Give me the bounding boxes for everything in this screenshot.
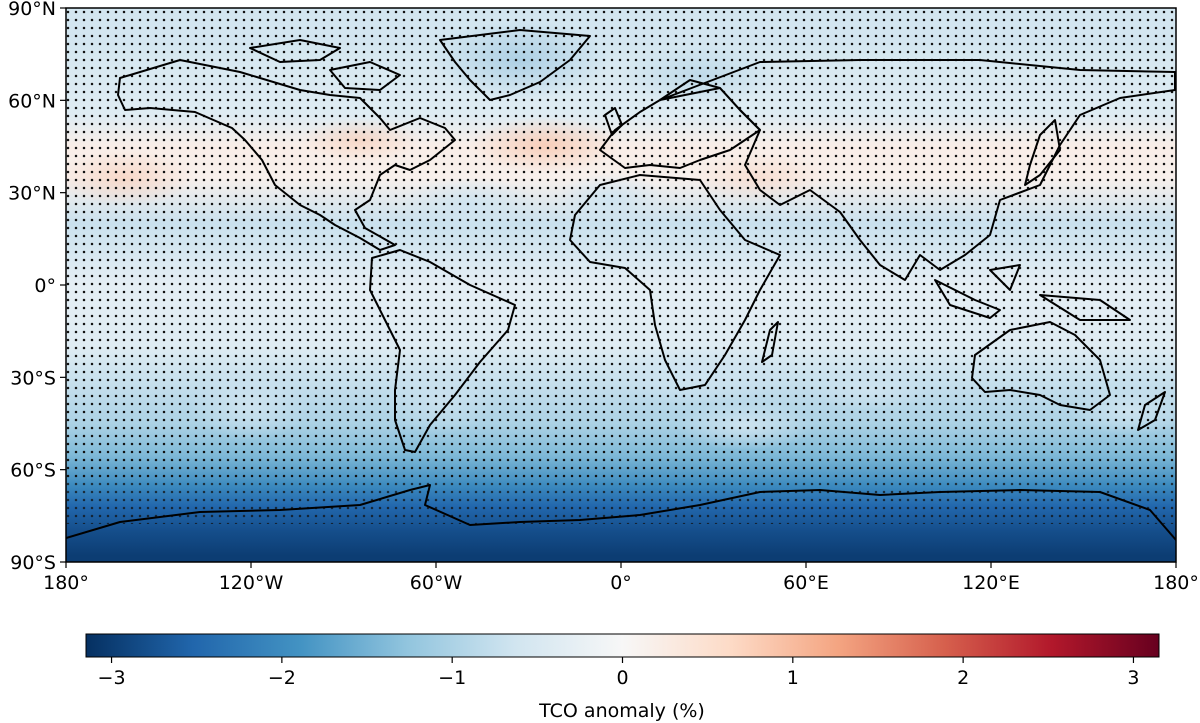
coastline-australia	[971, 321, 1111, 411]
y-tick-label: 60°N	[8, 90, 56, 112]
coastline-asia	[659, 59, 1176, 281]
x-axis: 180° 120°W 60°W 0° 60°E 120°E 180°	[43, 562, 1199, 594]
colorbar-ramp	[85, 633, 1160, 658]
colorbar-tick-label: −1	[438, 667, 466, 689]
x-tick-label: 120°W	[219, 572, 284, 594]
colorbar-tick-label: 3	[1127, 667, 1139, 689]
coastline-britain	[604, 107, 623, 136]
y-tick-label: 30°N	[8, 183, 56, 205]
colorbar: −3 −2 −1 0 1 2 3 TCO anomaly (%)	[85, 633, 1160, 722]
y-tick-label: 30°S	[10, 367, 56, 389]
coastline-madagascar	[761, 321, 779, 363]
x-tick-label: 0°	[610, 572, 632, 594]
x-tick-label: 180°	[43, 572, 89, 594]
y-tick-label: 60°S	[10, 460, 56, 482]
coastline-africa	[569, 174, 781, 391]
coastlines	[66, 29, 1176, 541]
y-axis: 90°N 60°N 30°N 0° 30°S 60°S 90°S	[8, 0, 66, 574]
colorbar-ticks: −3 −2 −1 0 1 2 3	[98, 657, 1139, 689]
coastline-new-zealand	[1137, 391, 1166, 431]
x-tick-label: 120°E	[962, 572, 1020, 594]
significance-stippling	[66, 8, 1176, 524]
coastline-antarctica	[66, 484, 1176, 541]
x-tick-label: 180°	[1153, 572, 1199, 594]
colorbar-tick-label: 2	[957, 667, 969, 689]
colorbar-tick-label: −3	[98, 667, 126, 689]
x-tick-label: 60°E	[783, 572, 829, 594]
colorbar-label: TCO anomaly (%)	[538, 700, 705, 722]
coastline-arctic-islands	[249, 39, 401, 91]
y-tick-label: 0°	[34, 275, 56, 297]
colorbar-tick-label: 0	[616, 667, 628, 689]
colorbar-tick-label: 1	[787, 667, 799, 689]
x-tick-label: 60°W	[410, 572, 463, 594]
y-tick-label: 90°N	[8, 0, 56, 20]
coastline-japan	[1024, 119, 1061, 186]
y-tick-label: 90°S	[10, 552, 56, 574]
map-panel: 180° 120°W 60°W 0° 60°E 120°E 180° 90°N 60°N 30°…	[8, 0, 1199, 594]
coastline-indonesia	[934, 264, 1131, 321]
coastline-north-america	[117, 59, 456, 251]
colorbar-tick-label: −2	[268, 667, 296, 689]
coastline-greenland	[439, 29, 591, 101]
coastline-south-america	[369, 249, 516, 453]
